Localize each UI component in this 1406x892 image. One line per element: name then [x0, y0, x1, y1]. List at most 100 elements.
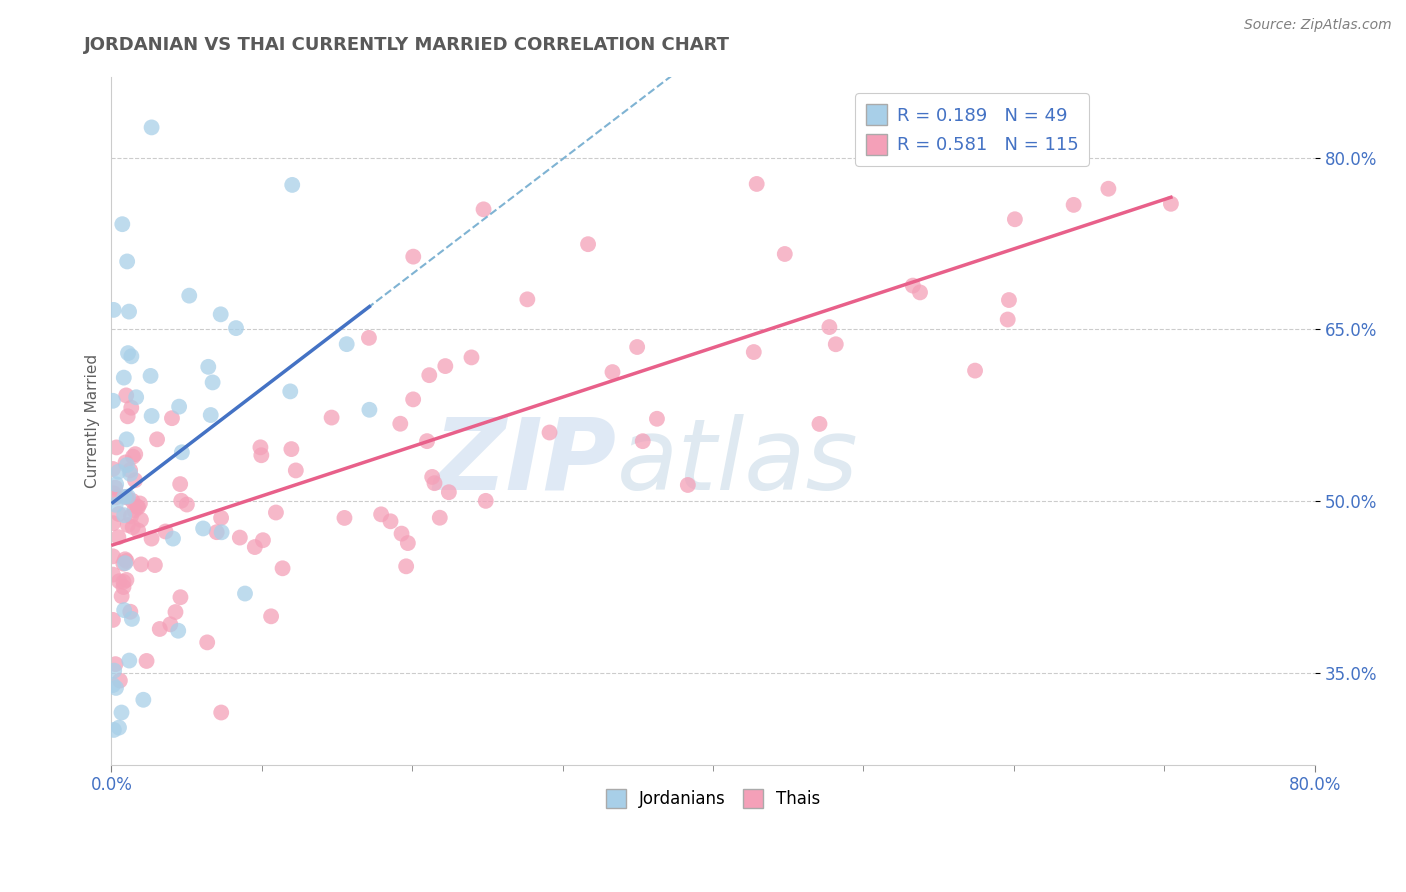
Point — [333, 511, 356, 525]
Point — [963, 363, 986, 377]
Point — [396, 536, 419, 550]
Y-axis label: Currently Married: Currently Married — [86, 354, 100, 488]
Point — [169, 477, 191, 491]
Point — [146, 433, 169, 447]
Text: ZIP: ZIP — [434, 414, 617, 511]
Point — [997, 312, 1019, 326]
Point — [336, 337, 359, 351]
Point — [423, 476, 446, 491]
Point — [745, 177, 768, 191]
Point — [129, 513, 152, 527]
Text: atlas: atlas — [617, 414, 859, 511]
Point — [103, 723, 125, 737]
Point — [252, 533, 274, 548]
Point — [1160, 196, 1182, 211]
Point — [359, 402, 381, 417]
Point — [128, 496, 150, 510]
Point — [112, 490, 135, 504]
Point — [103, 486, 125, 500]
Point — [132, 693, 155, 707]
Point — [112, 603, 135, 617]
Point — [118, 654, 141, 668]
Point — [818, 320, 841, 334]
Point — [176, 498, 198, 512]
Point — [141, 532, 163, 546]
Point — [389, 417, 412, 431]
Point — [1004, 212, 1026, 227]
Point — [167, 624, 190, 638]
Point — [124, 447, 146, 461]
Point — [402, 250, 425, 264]
Point — [117, 518, 139, 533]
Point — [209, 307, 232, 321]
Point — [104, 491, 127, 505]
Point — [165, 605, 187, 619]
Point — [195, 635, 218, 649]
Point — [101, 613, 124, 627]
Legend: Jordanians, Thais: Jordanians, Thais — [599, 782, 827, 814]
Point — [516, 293, 538, 307]
Point — [280, 442, 302, 456]
Point — [149, 622, 172, 636]
Point — [120, 509, 142, 524]
Point — [115, 573, 138, 587]
Point — [111, 589, 134, 603]
Point — [121, 494, 143, 508]
Point — [115, 388, 138, 402]
Point — [121, 612, 143, 626]
Point — [160, 411, 183, 425]
Point — [260, 609, 283, 624]
Point — [127, 524, 149, 538]
Point — [460, 351, 482, 365]
Point — [271, 561, 294, 575]
Point — [249, 440, 271, 454]
Point — [631, 434, 654, 449]
Point — [101, 462, 124, 476]
Point — [626, 340, 648, 354]
Point — [321, 410, 343, 425]
Point — [162, 532, 184, 546]
Point — [120, 467, 142, 481]
Point — [395, 559, 418, 574]
Point — [105, 477, 128, 491]
Point — [901, 278, 924, 293]
Point — [201, 376, 224, 390]
Point — [125, 390, 148, 404]
Point — [1097, 182, 1119, 196]
Point — [380, 514, 402, 528]
Point — [101, 516, 124, 531]
Point — [101, 549, 124, 564]
Point — [112, 557, 135, 571]
Point — [472, 202, 495, 217]
Point — [437, 485, 460, 500]
Point — [124, 473, 146, 487]
Point — [124, 503, 146, 517]
Point — [284, 463, 307, 477]
Point — [115, 433, 138, 447]
Point — [118, 304, 141, 318]
Point — [112, 580, 135, 594]
Point — [127, 500, 149, 514]
Point — [108, 574, 131, 589]
Point — [209, 511, 232, 525]
Point — [120, 463, 142, 477]
Point — [117, 490, 139, 504]
Point — [1056, 131, 1078, 145]
Point — [122, 450, 145, 464]
Point — [169, 591, 191, 605]
Point — [111, 217, 134, 231]
Point — [159, 617, 181, 632]
Point — [211, 525, 233, 540]
Point — [107, 530, 129, 544]
Point — [103, 302, 125, 317]
Point — [197, 359, 219, 374]
Point — [402, 392, 425, 407]
Point — [243, 540, 266, 554]
Point — [112, 370, 135, 384]
Point — [676, 478, 699, 492]
Point — [135, 654, 157, 668]
Point — [250, 448, 273, 462]
Point — [101, 678, 124, 692]
Point — [1063, 198, 1085, 212]
Point — [170, 493, 193, 508]
